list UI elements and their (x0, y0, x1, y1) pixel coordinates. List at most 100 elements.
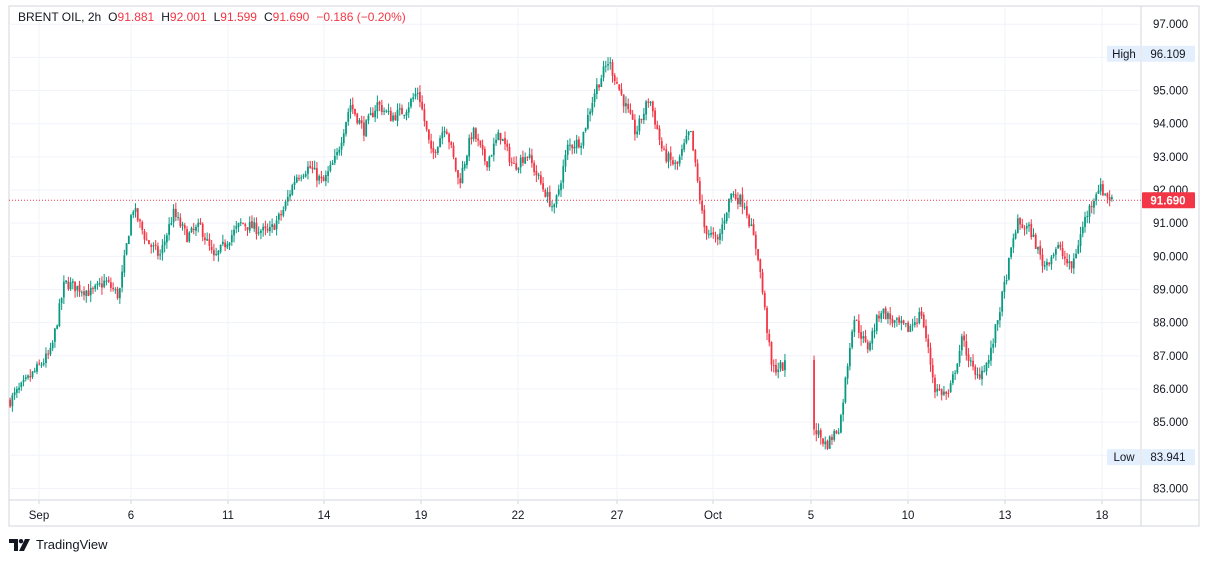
candle (56, 324, 59, 330)
candle (365, 119, 368, 137)
candle (1032, 228, 1035, 238)
candle (65, 280, 68, 285)
candle (622, 94, 625, 113)
candle (920, 306, 923, 319)
candle (573, 140, 576, 154)
candle (349, 98, 352, 119)
candle (732, 191, 735, 198)
candle (197, 218, 200, 233)
candle (954, 370, 957, 381)
symbol-name[interactable]: BRENT OIL (18, 10, 82, 24)
low-marker-value: 83.941 (1150, 452, 1185, 464)
high-marker-badge (1142, 45, 1195, 62)
candle (445, 128, 448, 135)
open-value: 91.881 (117, 10, 155, 24)
candle (38, 359, 41, 366)
candle (851, 329, 854, 350)
candle (85, 290, 88, 303)
candle (759, 258, 762, 279)
price-axis[interactable]: 97.00096.00095.00094.00093.00092.00091.0… (1153, 19, 1188, 495)
last-price-badge (1142, 192, 1195, 209)
candle (990, 340, 992, 366)
candle (994, 324, 997, 348)
candle (1025, 222, 1028, 235)
price-tick-label: 89.000 (1153, 284, 1188, 296)
candle (233, 225, 235, 243)
candle (761, 268, 764, 295)
candle (392, 112, 394, 123)
candle (716, 234, 719, 246)
candle (475, 127, 477, 142)
candle (1077, 239, 1080, 255)
candle (636, 125, 639, 138)
candle (405, 109, 408, 121)
candle (873, 323, 876, 339)
candle (1016, 214, 1019, 234)
candle (316, 161, 318, 188)
candle (54, 327, 56, 348)
candle (672, 156, 674, 166)
candle (145, 232, 148, 241)
time-tick-label: 22 (512, 510, 525, 522)
candle (548, 185, 551, 208)
candle (356, 112, 359, 125)
candle (150, 243, 153, 254)
candle (528, 147, 531, 160)
candle (589, 108, 592, 122)
candle (273, 223, 276, 231)
candle (725, 211, 728, 224)
price-tick-label: 93.000 (1153, 152, 1188, 164)
low-label: L (213, 10, 221, 24)
candle (401, 104, 403, 115)
candle (18, 382, 20, 394)
candle (703, 205, 706, 234)
candle (860, 325, 862, 346)
candle (898, 315, 901, 326)
candle (414, 87, 417, 100)
candle (1057, 241, 1060, 249)
candle (76, 285, 79, 297)
candle (71, 278, 74, 290)
candle (956, 363, 959, 375)
candle (784, 353, 786, 377)
candle (253, 217, 256, 232)
candle (562, 159, 565, 189)
candle (371, 107, 374, 118)
candle (1039, 240, 1042, 260)
candle (665, 143, 668, 164)
candle (477, 133, 480, 147)
candle (69, 277, 72, 291)
candle (875, 313, 878, 335)
candle (591, 96, 594, 116)
candle (1068, 254, 1071, 270)
candle (640, 118, 643, 124)
interval-label[interactable]: 2h (87, 10, 102, 24)
candle (186, 226, 188, 243)
candle (320, 170, 323, 184)
candle (750, 218, 753, 227)
candle (598, 84, 600, 91)
candle (29, 369, 32, 382)
candle (1104, 193, 1107, 197)
candle (600, 74, 603, 88)
time-axis[interactable]: Sep 6 11 14 19 22 27 Oct 5 10 13 18 (29, 500, 1109, 522)
tradingview-watermark[interactable]: TradingView (9, 537, 108, 552)
candle (387, 103, 390, 115)
candle (683, 138, 686, 153)
candle (916, 318, 918, 328)
candle (443, 126, 446, 138)
candle (535, 165, 538, 183)
low-marker-label: Low (1113, 452, 1135, 464)
candle (450, 141, 453, 149)
time-tick-label: 6 (128, 510, 134, 522)
candle (190, 226, 193, 233)
candle (463, 161, 466, 171)
candle (604, 60, 607, 73)
candle (31, 371, 34, 379)
candle (24, 374, 27, 382)
candle (192, 222, 195, 235)
candle (383, 107, 385, 116)
candle (947, 389, 950, 398)
candle (934, 374, 936, 399)
